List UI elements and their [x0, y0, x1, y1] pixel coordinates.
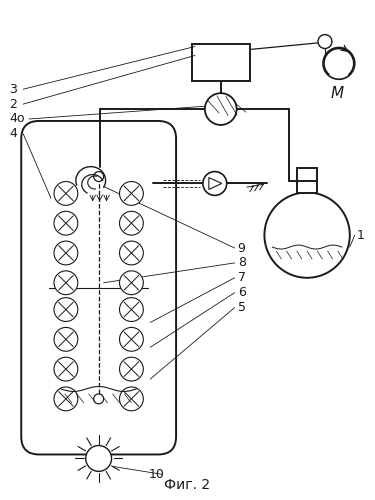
Circle shape — [120, 241, 143, 265]
Circle shape — [120, 212, 143, 235]
Bar — [297, 168, 317, 194]
Circle shape — [120, 298, 143, 322]
Text: 1: 1 — [357, 228, 364, 241]
Circle shape — [54, 298, 78, 322]
Text: M: M — [330, 86, 344, 100]
Text: 9: 9 — [238, 242, 246, 254]
Circle shape — [203, 172, 227, 196]
Circle shape — [86, 446, 112, 471]
Circle shape — [323, 48, 355, 80]
Text: 10: 10 — [148, 468, 164, 481]
Circle shape — [54, 271, 78, 294]
Circle shape — [120, 328, 143, 351]
Text: 3: 3 — [9, 82, 17, 96]
Text: 6: 6 — [238, 286, 246, 299]
Circle shape — [264, 192, 350, 278]
Circle shape — [120, 387, 143, 411]
Text: 4: 4 — [9, 128, 17, 140]
Circle shape — [94, 172, 104, 181]
Text: Фиг. 2: Фиг. 2 — [164, 478, 210, 492]
Circle shape — [54, 241, 78, 265]
Text: 4о: 4о — [9, 112, 25, 126]
Text: 2: 2 — [9, 98, 17, 110]
Circle shape — [120, 182, 143, 206]
Circle shape — [54, 328, 78, 351]
Text: 5: 5 — [238, 301, 246, 314]
Text: 8: 8 — [238, 256, 246, 270]
Circle shape — [94, 394, 104, 404]
Circle shape — [205, 93, 237, 125]
Circle shape — [54, 357, 78, 381]
Circle shape — [120, 271, 143, 294]
Bar — [192, 44, 249, 82]
Circle shape — [318, 34, 332, 48]
Polygon shape — [209, 178, 222, 190]
Circle shape — [54, 182, 78, 206]
Text: 7: 7 — [238, 272, 246, 284]
Circle shape — [54, 212, 78, 235]
Circle shape — [54, 387, 78, 411]
FancyBboxPatch shape — [21, 121, 176, 454]
Circle shape — [120, 357, 143, 381]
